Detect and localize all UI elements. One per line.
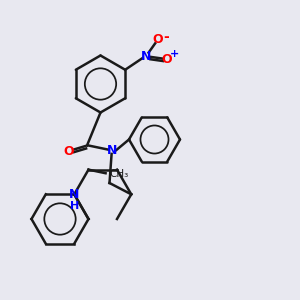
Text: O: O bbox=[153, 33, 164, 46]
Text: N: N bbox=[107, 143, 118, 157]
Text: -: - bbox=[163, 30, 169, 44]
Text: O: O bbox=[162, 53, 172, 66]
Text: N: N bbox=[141, 50, 152, 63]
Text: CH₃: CH₃ bbox=[109, 169, 128, 179]
Text: O: O bbox=[64, 145, 74, 158]
Text: N: N bbox=[69, 188, 80, 201]
Text: H: H bbox=[70, 201, 79, 211]
Text: +: + bbox=[169, 49, 179, 59]
